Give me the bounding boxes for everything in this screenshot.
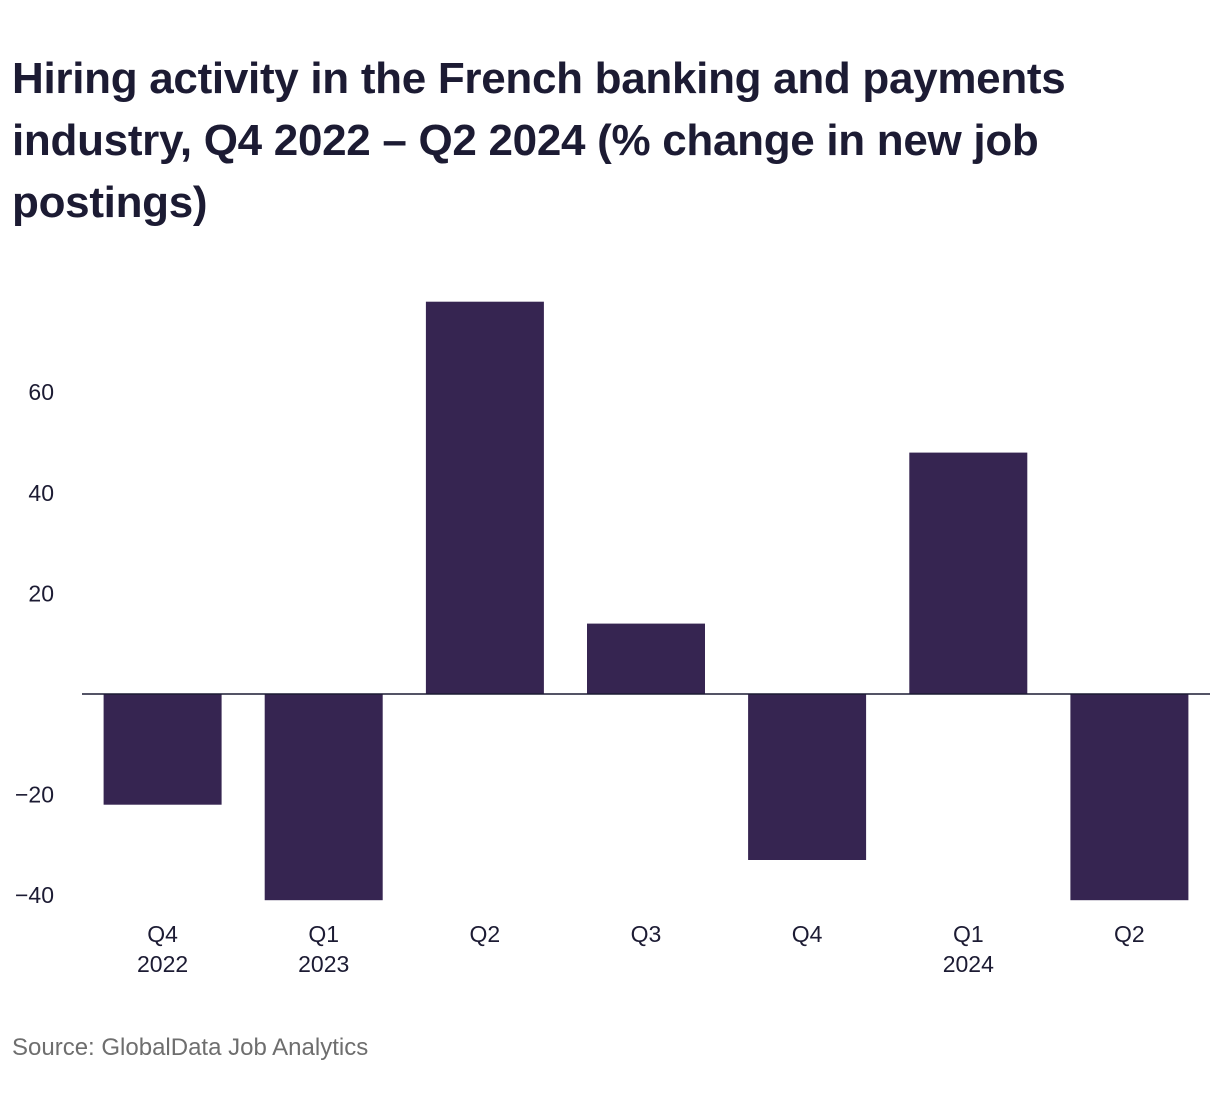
y-tick-label-0: 60	[28, 379, 54, 405]
bars-group	[103, 301, 1189, 901]
y-axis: 60 40 20 −20 −40	[15, 379, 54, 908]
x-tick-label-2: Q2	[470, 921, 501, 947]
bar-2	[425, 301, 544, 694]
bar-3	[587, 623, 705, 694]
x-tick-year-label-1: 2023	[298, 951, 349, 977]
y-tick-label-4: −40	[15, 882, 54, 908]
y-tick-label-3: −20	[15, 782, 54, 808]
x-tick-label-5: Q1	[953, 921, 984, 947]
chart-title: Hiring activity in the French banking an…	[12, 54, 1066, 227]
bar-4	[748, 694, 867, 860]
x-tick-label-1: Q1	[308, 921, 339, 947]
x-tick-label-4: Q4	[792, 921, 823, 947]
bar-0	[103, 694, 222, 805]
x-tick-year-label-0: 2022	[137, 951, 188, 977]
y-tick-label-1: 40	[28, 480, 54, 506]
x-axis: Q4 2022 Q1 2023 Q2 Q3 Q4 Q1 2024 Q2	[137, 921, 1145, 977]
bar-6	[1070, 694, 1189, 901]
x-tick-label-3: Q3	[631, 921, 662, 947]
bar-1	[264, 694, 383, 901]
x-tick-year-label-5: 2024	[943, 951, 994, 977]
x-tick-label-0: Q4	[147, 921, 178, 947]
x-tick-label-6: Q2	[1114, 921, 1145, 947]
source-note: Source: GlobalData Job Analytics	[12, 1034, 369, 1061]
bar-5	[909, 452, 1028, 694]
y-tick-label-2: 20	[28, 580, 54, 606]
